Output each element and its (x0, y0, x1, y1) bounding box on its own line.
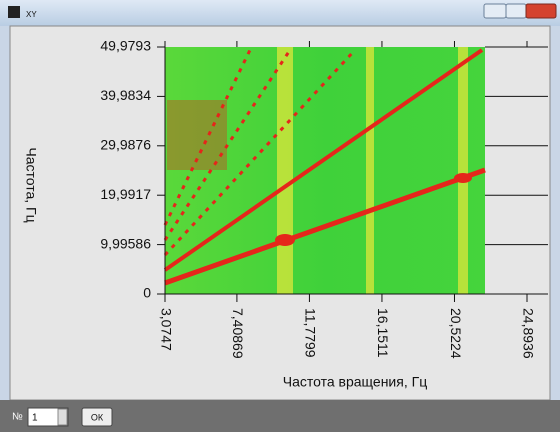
ok-button-label: ОК (91, 412, 104, 422)
index-value: 1 (32, 413, 38, 424)
y-tick-label: 0 (143, 285, 151, 301)
heatmap-spot (275, 234, 295, 246)
ok-button[interactable] (81, 407, 113, 427)
x-tick-label: 11,7799 (303, 308, 319, 358)
heatmap-ridge (164, 167, 486, 286)
heatmap-ridge (163, 48, 357, 257)
title-bar (0, 0, 560, 26)
x-tick-label: 3,0747 (158, 308, 174, 351)
heatmap-band (458, 47, 468, 294)
x-axis-label: Частота вращения, Гц (283, 374, 427, 390)
window-title: XY (26, 10, 37, 19)
x-tick-label: 24,8936 (520, 308, 536, 359)
heatmap-ridge (163, 48, 484, 272)
heatmap-ridge (163, 49, 292, 241)
heatmap (165, 47, 485, 294)
heatmap-spot (167, 100, 227, 170)
y-axis-label: Частота, Гц (23, 147, 39, 222)
x-tick-label: 16,1511 (375, 308, 391, 358)
y-tick-label: 9,99586 (100, 235, 151, 251)
app-icon (8, 6, 20, 18)
y-tick-label: 49,9793 (100, 38, 151, 54)
plot: 0 9,99586 19,9917 29,9876 39,9834 49,9793 3,07… (100, 38, 548, 359)
y-tick-label: 39,9834 (100, 87, 151, 103)
y-tick-label: 29,9876 (100, 137, 151, 153)
maximize-button[interactable] (505, 3, 527, 19)
x-tick-label: 7,40869 (230, 308, 246, 359)
index-spinner[interactable] (57, 408, 68, 426)
heatmap-band (277, 47, 293, 294)
heatmap-band (366, 47, 374, 294)
x-tick-label: 20,5224 (448, 308, 464, 359)
minimize-button[interactable] (483, 3, 507, 19)
heatmap-spot (454, 173, 472, 183)
close-button[interactable] (525, 3, 557, 19)
index-label: № (12, 412, 23, 423)
heatmap-ridge (163, 49, 252, 226)
y-tick-label: 19,9917 (100, 186, 151, 202)
